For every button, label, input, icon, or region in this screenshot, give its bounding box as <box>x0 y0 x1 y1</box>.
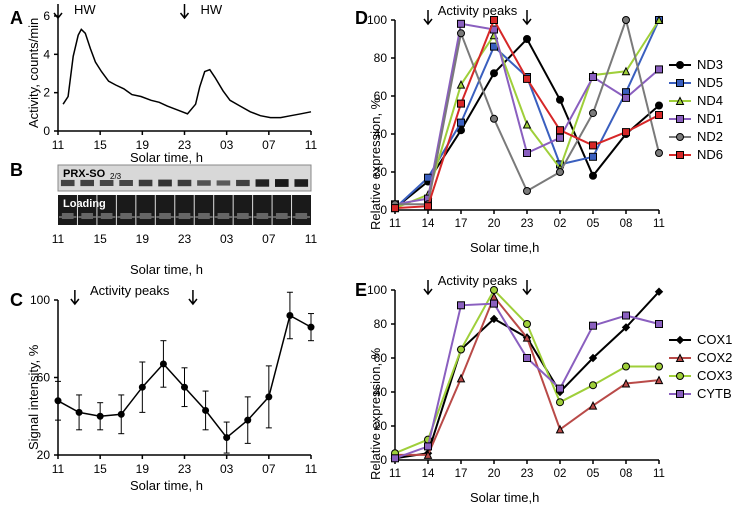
svg-text:08: 08 <box>620 218 633 230</box>
svg-text:COX2: COX2 <box>697 350 732 365</box>
svg-text:03: 03 <box>220 232 234 246</box>
svgE: 020406080100111417202302050811COX1COX2CO… <box>395 290 740 510</box>
panel-a-xlabel: Solar time, h <box>130 150 203 165</box>
svg-text:100: 100 <box>30 293 50 307</box>
panel-e-ylabel: Relative expression, % <box>368 348 383 480</box>
panel-d-chart: 020406080100111417202302050811ND3ND5ND4N… <box>395 20 740 270</box>
svg-text:11: 11 <box>52 138 65 152</box>
svg-text:11: 11 <box>52 462 65 476</box>
svg-text:15: 15 <box>93 138 107 152</box>
svg-text:ND1: ND1 <box>697 111 723 126</box>
svg-text:17: 17 <box>455 218 468 230</box>
panel-e-label: E <box>355 280 367 301</box>
svg-text:COX1: COX1 <box>697 332 732 347</box>
svg-text:0: 0 <box>43 124 50 138</box>
panel-b-xlabel: Solar time, h <box>130 262 203 277</box>
svg-text:100: 100 <box>367 283 387 297</box>
svg-text:2/3: 2/3 <box>110 172 122 181</box>
svg-text:23: 23 <box>521 468 534 480</box>
panel-a-label: A <box>10 8 23 29</box>
svg-text:14: 14 <box>422 468 435 480</box>
svg-text:20: 20 <box>37 448 51 462</box>
svg-text:ND6: ND6 <box>697 147 723 162</box>
panel-b-chart: PRX-SO2/3Loading11151923030711 <box>58 165 311 260</box>
panel-a-svg: 024611151923030711HWHW <box>58 16 311 171</box>
svg-text:20: 20 <box>488 218 501 230</box>
panel-a-ylabel: Activity, counts/min <box>26 18 41 128</box>
panel-c-label: C <box>10 290 23 311</box>
svg-text:Activity peaks: Activity peaks <box>438 273 518 288</box>
svg-text:ND5: ND5 <box>697 75 723 90</box>
svg-text:07: 07 <box>262 462 276 476</box>
svg-text:05: 05 <box>587 468 600 480</box>
svg-text:ND3: ND3 <box>697 57 723 72</box>
svg-text:15: 15 <box>93 462 107 476</box>
svg-text:11: 11 <box>653 468 665 480</box>
panel-c-svg: 206010011151923030711Activity peaks <box>58 300 311 490</box>
svg-text:17: 17 <box>455 468 468 480</box>
svg-text:08: 08 <box>620 468 633 480</box>
svg-text:4: 4 <box>43 47 50 61</box>
panel-b-svg: PRX-SO2/3Loading11151923030711 <box>58 165 311 260</box>
svg-text:11: 11 <box>389 468 401 480</box>
panel-d-xlabel: Solar time,h <box>470 240 539 255</box>
svg-text:Activity peaks: Activity peaks <box>90 283 170 298</box>
svg-text:19: 19 <box>136 462 150 476</box>
svg-text:2: 2 <box>43 86 50 100</box>
panel-e-xlabel: Solar time,h <box>470 490 539 505</box>
svg-text:23: 23 <box>521 218 534 230</box>
svg-text:ND2: ND2 <box>697 129 723 144</box>
svg-text:Loading: Loading <box>63 198 106 210</box>
svg-text:23: 23 <box>178 232 192 246</box>
panel-c-ylabel: Signal intensity, % <box>26 345 41 450</box>
svg-text:COX3: COX3 <box>697 368 732 383</box>
panel-d-ylabel: Relative expression, % <box>368 98 383 230</box>
svgD: 020406080100111417202302050811ND3ND5ND4N… <box>395 20 740 270</box>
panel-c-chart: 206010011151923030711Activity peaks <box>58 300 311 490</box>
svg-text:02: 02 <box>554 218 567 230</box>
svg-text:80: 80 <box>374 317 388 331</box>
svg-text:Activity peaks: Activity peaks <box>438 3 518 18</box>
panel-c-xlabel: Solar time, h <box>130 478 203 493</box>
svg-text:07: 07 <box>262 138 276 152</box>
svg-text:11: 11 <box>389 218 401 230</box>
svg-text:19: 19 <box>136 232 150 246</box>
svg-text:HW: HW <box>201 2 223 17</box>
svg-text:100: 100 <box>367 13 387 27</box>
svg-text:07: 07 <box>262 232 276 246</box>
svg-text:03: 03 <box>220 462 234 476</box>
svg-text:80: 80 <box>374 51 388 65</box>
svg-text:11: 11 <box>305 138 318 152</box>
panel-e-chart: 020406080100111417202302050811COX1COX2CO… <box>395 290 740 510</box>
svg-text:03: 03 <box>220 138 234 152</box>
svg-text:15: 15 <box>93 232 107 246</box>
svg-text:20: 20 <box>488 468 501 480</box>
svg-text:6: 6 <box>43 9 50 23</box>
svg-text:ND4: ND4 <box>697 93 723 108</box>
svg-text:11: 11 <box>653 218 665 230</box>
svg-text:02: 02 <box>554 468 567 480</box>
svg-text:14: 14 <box>422 218 435 230</box>
svg-text:PRX-SO: PRX-SO <box>63 168 106 180</box>
svg-text:HW: HW <box>74 2 96 17</box>
svg-text:11: 11 <box>305 462 318 476</box>
figure-root: A 024611151923030711HWHW Activity, count… <box>0 0 745 511</box>
panel-a-chart: 024611151923030711HWHW <box>58 16 311 131</box>
svg-text:05: 05 <box>587 218 600 230</box>
svg-text:11: 11 <box>305 232 318 246</box>
panel-b-label: B <box>10 160 23 181</box>
svg-text:11: 11 <box>52 232 65 246</box>
svg-text:23: 23 <box>178 462 192 476</box>
svg-text:CYTB: CYTB <box>697 386 732 401</box>
